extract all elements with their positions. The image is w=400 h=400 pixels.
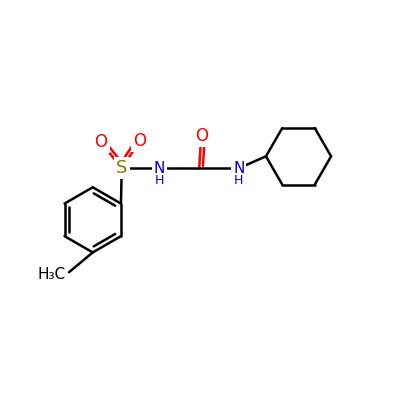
Text: O: O [133,132,146,150]
Text: S: S [116,159,128,177]
Text: O: O [94,134,108,152]
Text: H: H [155,174,164,188]
Text: H₃C: H₃C [38,267,66,282]
Text: N: N [154,161,165,176]
Text: O: O [195,127,208,145]
Text: H: H [234,174,244,188]
Text: N: N [233,161,245,176]
